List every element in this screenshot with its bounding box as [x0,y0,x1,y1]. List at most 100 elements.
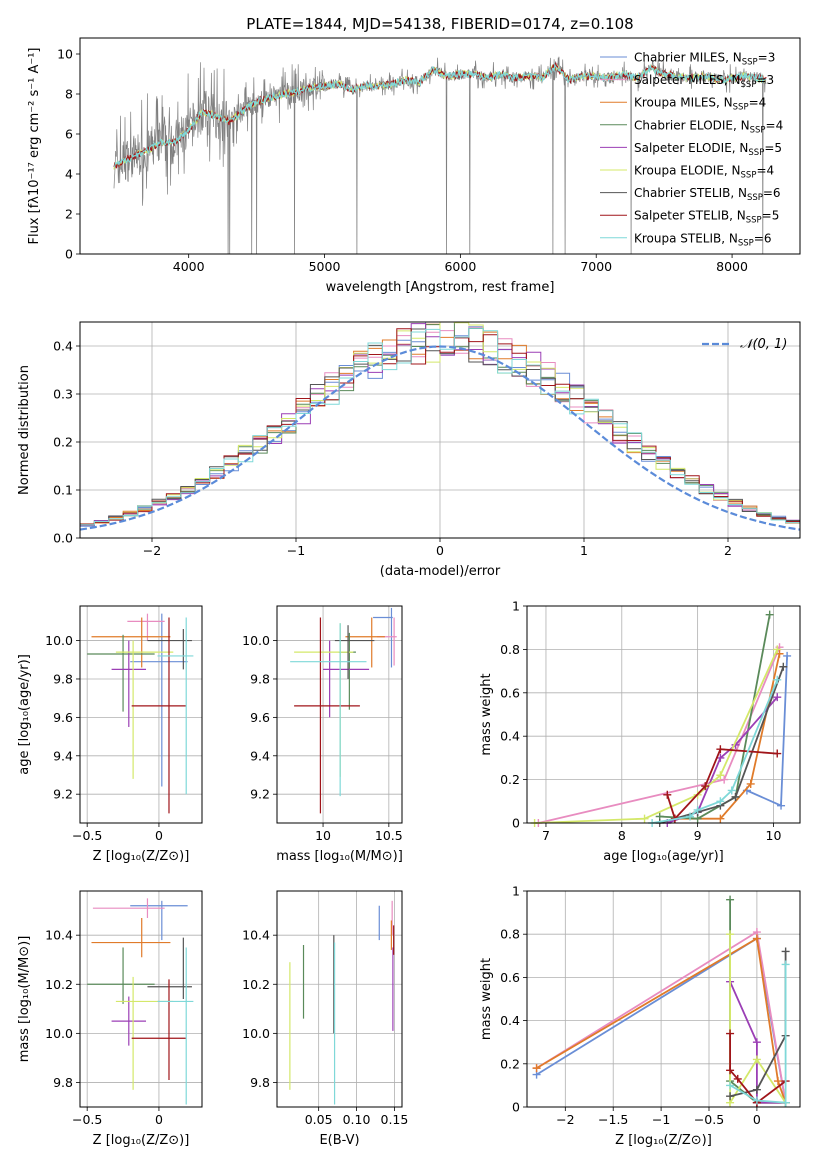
weight-marker [777,801,786,810]
x-tick-label: 9 [694,828,702,843]
weight-marker [716,771,725,780]
legend-value: =3 [756,73,774,87]
y-tick-label: 9.8 [53,671,73,686]
weight-marker [727,786,736,795]
legend-subscript: SSP [738,238,754,248]
data-point [147,937,192,999]
weight-marker [716,745,725,754]
legend-label: Chabrier MILES, NSSP=3 [634,51,775,68]
x-axis-label: wavelength [Angstrom, rest frame] [326,280,555,295]
spectrum-model-line [113,63,767,168]
y-tick-label: 2 [65,207,73,222]
x-tick-label: 7 [542,828,550,843]
data-point [147,629,192,670]
legend-value: =3 [758,51,776,65]
x-tick-label: −2 [556,1112,574,1127]
data-point [92,898,165,918]
weight-marker [726,930,735,939]
y-axis-label: age [log₁₀(age/yr)] [17,654,32,775]
x-tick-label: 10 [315,828,331,843]
figure-title: PLATE=1844, MJD=54138, FIBERID=0174, z=0… [246,15,633,33]
weight-marker [693,805,702,814]
y-tick-label: 0 [65,247,73,262]
weight-marker [765,610,774,619]
y-tick-label: 0.4 [500,1013,520,1028]
y-tick-label: 0.8 [500,642,520,657]
data-point [157,947,194,1105]
weight-marker [773,675,782,684]
y-axis-label: Flux [fλ10⁻¹⁷ erg cm⁻² s⁻¹ A⁻¹] [27,48,42,245]
weight-marker [726,1092,735,1101]
x-tick-label: 10.5 [375,828,403,843]
legend-value: =6 [763,186,781,200]
y-tick-label: 0.6 [500,685,520,700]
weight-marker [726,895,735,904]
data-point [111,996,147,1046]
x-tick-label: 0.15 [381,1112,409,1127]
legend-subscript: SSP [746,216,762,226]
axes-frame [526,890,801,1108]
x-tick-label: 0 [155,828,163,843]
y-tick-label: 4 [65,167,73,182]
axes-frame [79,890,203,1108]
legend-label: Salpeter ELODIE, NSSP=5 [634,141,782,158]
data-point [91,918,171,958]
x-axis-label: Z [log₁₀(Z/Z⊙)] [93,1133,190,1148]
x-axis-label: (data-model)/error [380,564,501,579]
y-tick-label: 0.8 [500,927,520,942]
normal-curve-legend-label: 𝒩(0, 1) [740,337,787,352]
weight-marker [752,1055,761,1064]
legend-label: Salpeter MILES, NSSP=3 [634,73,774,90]
x-tick-label: −0.5 [72,828,102,843]
weight-marker [686,812,695,821]
legend-value: =5 [762,209,780,223]
x-tick-label: 8 [618,828,626,843]
weight-marker [752,1085,761,1094]
data-point [127,613,165,641]
x-tick-label: 0.05 [305,1112,333,1127]
weight-marker [726,1081,735,1090]
x-tick-label: −0.5 [694,1112,724,1127]
weight-marker [716,814,725,823]
x-axis-label: mass [log₁₀(M/M⊙)] [276,849,403,864]
weight-marker [781,947,790,956]
x-tick-label: 6000 [444,259,476,274]
normal-curve [80,345,800,531]
y-tick-label: 0.4 [53,339,73,354]
y-tick-label: 0.0 [53,531,73,546]
data-point [377,617,397,666]
legend-label: Kroupa ELODIE, NSSP=4 [634,164,774,181]
y-tick-label: 10.4 [242,928,270,943]
y-axis-label: mass weight [479,958,494,1040]
y-tick-label: 9.4 [250,748,270,763]
spectrum-plot [113,56,767,254]
legend-value: =4 [756,164,774,178]
x-tick-label: 2 [724,543,732,558]
data-point [294,623,354,777]
y-tick-label: 9.6 [53,710,73,725]
data-point [87,634,155,712]
axes-frame [79,605,203,824]
data-point [290,623,367,797]
legend-label: Chabrier STELIB, NSSP=6 [634,186,781,203]
weight-marker [746,779,755,788]
weight-marker [731,792,740,801]
x-tick-label: 0 [436,543,444,558]
weight-series [659,614,771,820]
weight-marker [775,649,784,658]
data-point [111,640,147,727]
weight-marker [752,1096,761,1105]
x-tick-label: 4000 [173,259,205,274]
legend-subscript: SSP [750,125,766,135]
data-point [157,617,194,795]
data-point [373,607,393,668]
y-tick-label: 0 [512,816,520,831]
y-tick-label: 10.2 [242,977,270,992]
legend-value: =6 [754,231,772,245]
y-tick-label: 10.0 [45,633,73,648]
y-tick-label: 9.8 [53,1075,73,1090]
weight-marker [640,814,649,823]
weight-series [729,981,786,1104]
weight-marker [733,1074,742,1083]
